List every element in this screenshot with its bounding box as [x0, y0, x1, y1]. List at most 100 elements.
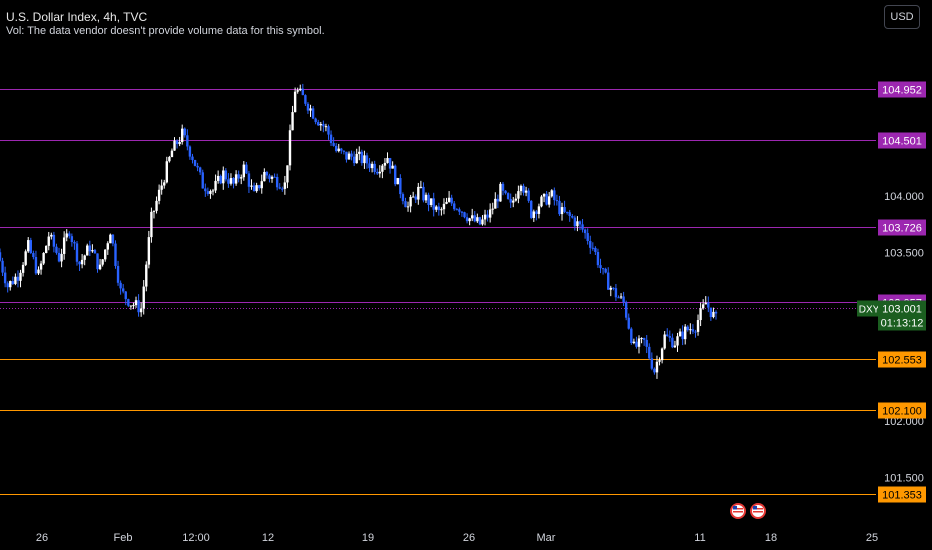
- candle-body: [299, 88, 302, 91]
- candle-body: [560, 207, 564, 215]
- candle-body: [96, 253, 99, 270]
- candle-body: [612, 287, 615, 289]
- candle-body: [114, 243, 117, 266]
- candle-body: [671, 337, 674, 348]
- candle-body: [75, 243, 79, 262]
- candle-body: [68, 233, 71, 237]
- candle-body: [624, 302, 628, 318]
- time-axis[interactable]: 26 Feb 12:00 12 19 26 Mar 11 18 25: [36, 532, 878, 544]
- candle-body: [442, 203, 446, 210]
- symbol-badge: [857, 300, 881, 317]
- candle-body: [607, 272, 610, 290]
- candle-body: [301, 88, 305, 96]
- candle-body: [450, 197, 453, 204]
- candle-body: [701, 304, 705, 309]
- candle-body: [422, 186, 425, 201]
- candle-body: [240, 177, 243, 179]
- candle-body: [340, 148, 343, 151]
- candle-body: [324, 126, 328, 128]
- candle-body: [78, 261, 81, 265]
- candle-body: [263, 171, 266, 182]
- level-tag-label: 101.353: [882, 490, 922, 502]
- candle-body: [527, 190, 530, 201]
- candle-body: [568, 212, 571, 217]
- candle-body: [19, 272, 22, 281]
- candle-body: [173, 140, 176, 151]
- candle-body: [250, 185, 253, 187]
- candles: [0, 83, 718, 379]
- x-tick-label: 12:00: [182, 532, 210, 544]
- horizontal-levels: [0, 89, 876, 495]
- candle-body: [591, 247, 595, 249]
- candle-body: [260, 181, 263, 189]
- candle-body: [601, 268, 605, 270]
- candle-body: [80, 259, 84, 265]
- candle-body: [491, 208, 494, 210]
- candle-body: [88, 245, 92, 252]
- candle-body: [168, 157, 171, 162]
- countdown-label: 01:13:12: [881, 318, 924, 330]
- candle-body: [427, 194, 430, 206]
- candle-body: [460, 211, 464, 213]
- currency-button[interactable]: USD: [884, 5, 920, 29]
- candle-body: [401, 194, 405, 202]
- candle-body: [424, 194, 428, 201]
- candle-body: [406, 206, 410, 208]
- candle-body: [352, 156, 356, 164]
- candle-body: [227, 179, 230, 184]
- candle-body: [237, 174, 240, 179]
- candle-body: [691, 329, 695, 332]
- candle-body: [60, 253, 63, 262]
- candle-body: [694, 331, 697, 333]
- candle-body: [488, 209, 492, 218]
- flag-canton: [753, 506, 757, 510]
- candle-body: [209, 191, 212, 194]
- candle-body: [414, 196, 417, 200]
- candle-body: [34, 257, 38, 274]
- candle-body: [622, 296, 625, 303]
- candle-body: [394, 165, 397, 185]
- candle-body: [573, 217, 577, 227]
- candle-body: [447, 197, 451, 202]
- candle-body: [286, 165, 289, 183]
- candle-body: [689, 329, 692, 331]
- flag-stripe: [733, 511, 743, 513]
- candle-body: [347, 153, 351, 160]
- candle-body: [109, 234, 112, 244]
- candle-body: [163, 182, 166, 186]
- candle-body: [463, 212, 466, 218]
- candle-body: [558, 200, 561, 215]
- candle-body: [519, 185, 523, 192]
- candle-body: [524, 190, 528, 193]
- candle-body: [368, 163, 371, 169]
- candle-body: [204, 188, 207, 192]
- candle-body: [345, 151, 348, 160]
- candle-body: [245, 164, 248, 174]
- candle-body: [47, 236, 50, 246]
- candle-body: [111, 234, 115, 244]
- price-axis[interactable]: 104.000 103.500 102.000 101.500 104.952 104.5…: [857, 81, 926, 503]
- candle-body: [145, 264, 148, 287]
- candle-body: [666, 334, 669, 337]
- candle-body: [404, 201, 407, 208]
- candle-body: [216, 175, 220, 181]
- last-price-tag: [878, 300, 926, 331]
- level-tag: [878, 486, 926, 503]
- candle-body: [252, 185, 256, 192]
- candle-body: [545, 193, 548, 205]
- candle-body: [196, 165, 199, 168]
- candle-body: [21, 264, 25, 273]
- candle-body: [440, 209, 443, 211]
- candle-body: [714, 311, 718, 314]
- level-tag: [878, 132, 926, 149]
- candle-body: [383, 162, 387, 166]
- candle-body: [178, 141, 181, 145]
- candle-body: [116, 265, 120, 283]
- candle-body: [678, 331, 682, 337]
- candle-body: [619, 296, 623, 298]
- candle-body: [188, 146, 192, 157]
- candle-body: [150, 211, 153, 238]
- candle-body: [386, 158, 389, 163]
- candle-body: [370, 163, 374, 169]
